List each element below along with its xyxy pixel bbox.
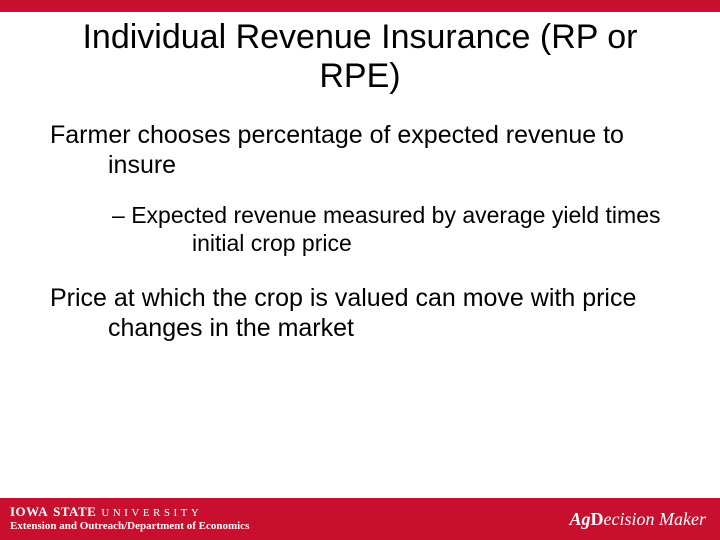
sub-bullet-dash: –	[112, 202, 131, 228]
slide: Individual Revenue Insurance (RP or RPE)…	[0, 0, 720, 540]
isu-logo-iowa: IOWA	[10, 506, 48, 518]
sub-bullet-1-text: Expected revenue measured by average yie…	[131, 202, 660, 256]
bullet-point-2: Price at which the crop is valued can mo…	[50, 283, 670, 343]
sub-bullet-1: – Expected revenue measured by average y…	[80, 202, 670, 257]
bullet-point-1: Farmer chooses percentage of expected re…	[50, 120, 670, 180]
body-area: Farmer chooses percentage of expected re…	[0, 106, 720, 498]
top-brand-bar	[0, 0, 720, 12]
isu-logo: IOWA STATE UNIVERSITY	[10, 506, 249, 519]
adm-ag: Ag	[570, 509, 591, 530]
footer-left: IOWA STATE UNIVERSITY Extension and Outr…	[0, 506, 249, 533]
adm-rest: ecision Maker	[604, 509, 706, 530]
extension-dept-line: Extension and Outreach/Department of Eco…	[10, 520, 249, 532]
isu-logo-university: UNIVERSITY	[101, 509, 202, 519]
ag-decision-maker-logo: Ag Decision Maker	[570, 509, 706, 530]
footer-bar: IOWA STATE UNIVERSITY Extension and Outr…	[0, 498, 720, 540]
title-area: Individual Revenue Insurance (RP or RPE)	[0, 12, 720, 106]
slide-title: Individual Revenue Insurance (RP or RPE)	[60, 18, 660, 96]
adm-d: D	[591, 509, 604, 530]
isu-logo-state: STATE	[53, 506, 96, 518]
